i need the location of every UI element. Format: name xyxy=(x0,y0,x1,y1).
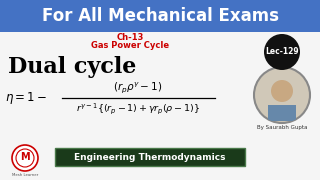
Circle shape xyxy=(16,149,34,167)
Circle shape xyxy=(271,80,293,102)
Text: $\eta = 1 -$: $\eta = 1 -$ xyxy=(5,90,47,106)
Circle shape xyxy=(12,145,38,171)
Text: M: M xyxy=(20,152,30,162)
Text: Engineering Thermodynamics: Engineering Thermodynamics xyxy=(74,152,226,161)
Text: Gas Power Cycle: Gas Power Cycle xyxy=(91,40,169,50)
Text: By Saurabh Gupta: By Saurabh Gupta xyxy=(257,125,307,129)
Text: Mesh Learner: Mesh Learner xyxy=(12,173,38,177)
Circle shape xyxy=(254,67,310,123)
Text: Lec-129: Lec-129 xyxy=(265,48,299,57)
FancyBboxPatch shape xyxy=(268,105,296,121)
FancyBboxPatch shape xyxy=(0,0,320,32)
Text: $(r_p\rho^\gamma - 1)$: $(r_p\rho^\gamma - 1)$ xyxy=(113,81,163,95)
FancyBboxPatch shape xyxy=(55,148,245,166)
Text: $r^{\gamma-1}\{(r_p - 1) + \gamma r_p(\rho - 1)\}$: $r^{\gamma-1}\{(r_p - 1) + \gamma r_p(\r… xyxy=(76,102,200,116)
Circle shape xyxy=(264,34,300,70)
Text: Ch-13: Ch-13 xyxy=(116,33,144,42)
Text: Dual cycle: Dual cycle xyxy=(8,56,136,78)
Text: For All Mechanical Exams: For All Mechanical Exams xyxy=(42,7,278,25)
